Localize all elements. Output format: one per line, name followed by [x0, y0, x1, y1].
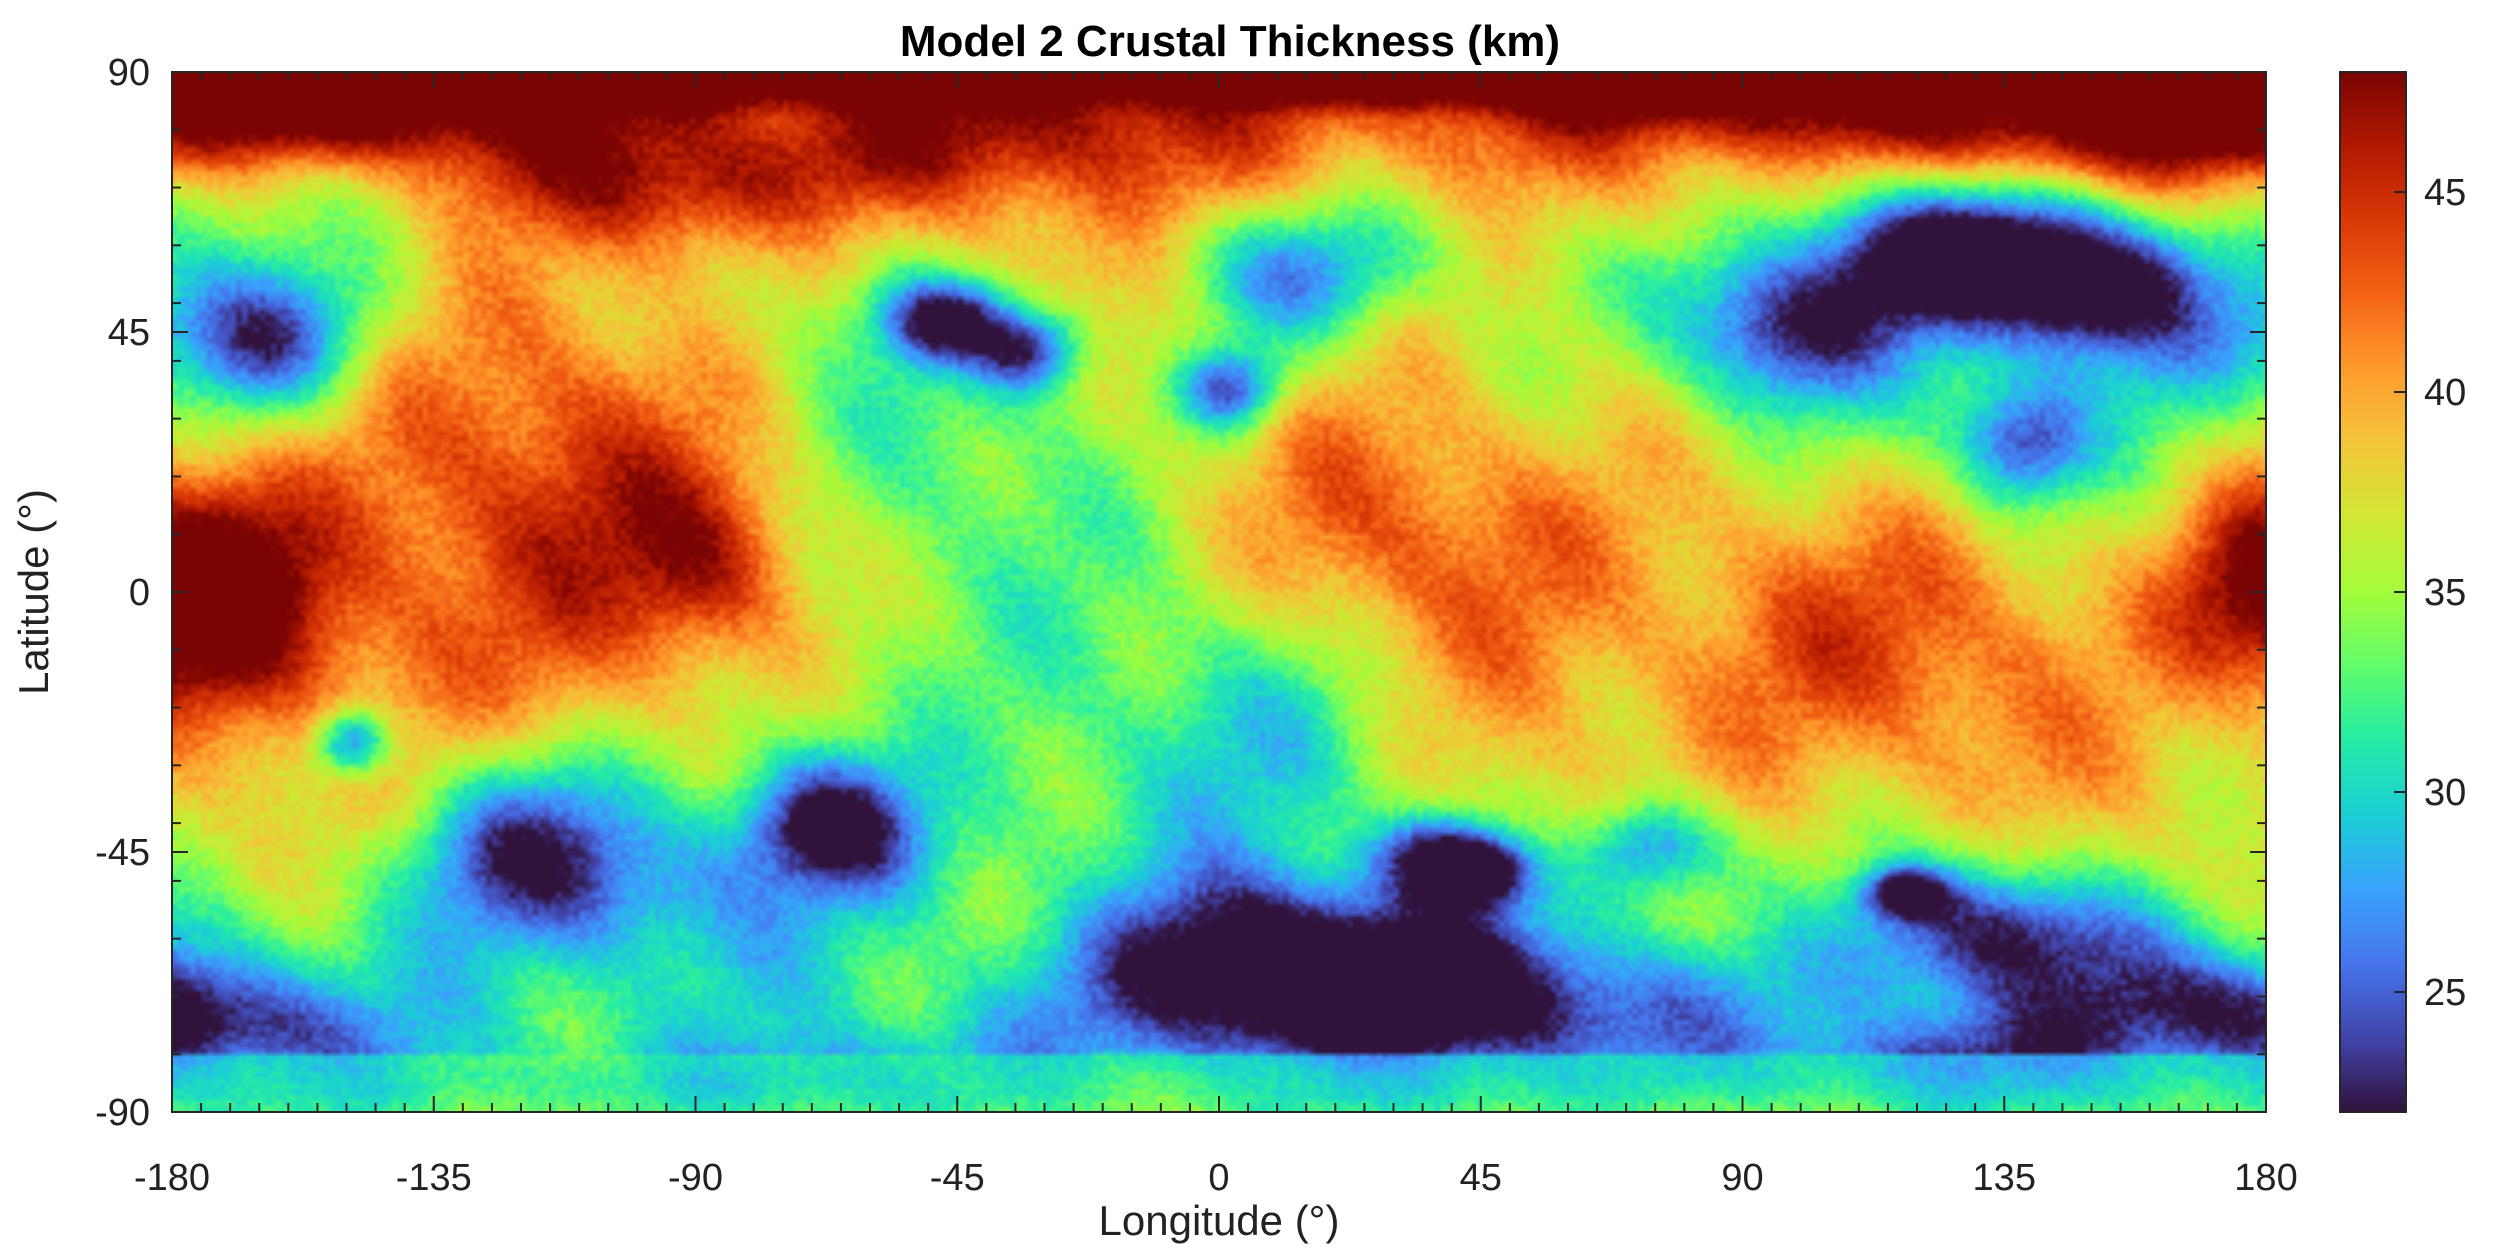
x-axis-label: Longitude (°) — [1099, 1197, 1340, 1244]
chart-title: Model 2 Crustal Thickness (km) — [900, 17, 1560, 66]
colorbar-tick-label: 30 — [2424, 772, 2466, 814]
x-axis: -180 -135 -90 -45 0 45 90 135 180 — [134, 72, 2298, 1199]
colorbar-tick-label: 25 — [2424, 972, 2466, 1014]
x-tick-label: 135 — [1973, 1157, 2036, 1199]
y-axis: 90 45 0 -45 -90 — [95, 52, 2266, 1134]
colorbar: 25 30 35 40 45 — [2339, 71, 2466, 1113]
y-tick-label: 90 — [108, 52, 150, 94]
x-tick-label: 90 — [1721, 1157, 1763, 1199]
colorbar-ticks: 25 30 35 40 45 — [2394, 172, 2466, 1014]
y-tick-label: 45 — [108, 312, 150, 354]
y-tick-label: 0 — [129, 572, 150, 614]
x-tick-label: -90 — [668, 1157, 723, 1199]
x-tick-label: 180 — [2234, 1157, 2297, 1199]
heatmap-plot-area — [171, 71, 2267, 1113]
colorbar-tick-label: 45 — [2424, 172, 2466, 214]
x-tick-label: 0 — [1208, 1157, 1229, 1199]
y-tick-label: -45 — [95, 832, 150, 874]
crustal-thickness-heatmap — [172, 72, 2266, 1112]
x-tick-label: -180 — [134, 1157, 210, 1199]
x-tick-label: -45 — [930, 1157, 985, 1199]
y-tick-label: -90 — [95, 1092, 150, 1134]
x-tick-label: -135 — [396, 1157, 472, 1199]
colorbar-tick-label: 35 — [2424, 572, 2466, 614]
y-axis-label: Latitude (°) — [10, 489, 57, 695]
colorbar-tick-label: 40 — [2424, 372, 2466, 414]
x-tick-label: 45 — [1460, 1157, 1502, 1199]
